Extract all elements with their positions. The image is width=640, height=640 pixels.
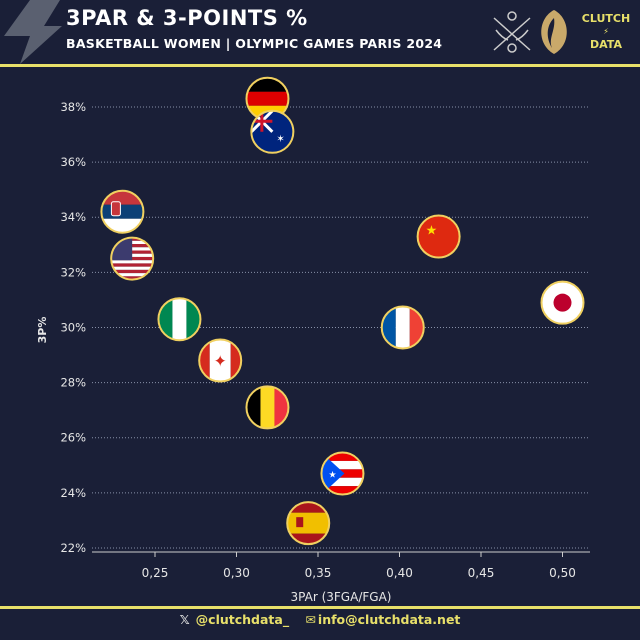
marker-border <box>380 305 425 350</box>
japan-flag-icon <box>541 281 584 324</box>
y-axis-label: 3P% <box>36 317 49 344</box>
header: 3PAR & 3-POINTS % BASKETBALL WOMEN | OLY… <box>0 0 640 64</box>
y-tick-label: 30% <box>60 320 86 334</box>
footer: 𝕏 @clutchdata_ ✉ info@clutchdata.net <box>0 612 640 627</box>
x-tick-label: 0,45 <box>468 566 495 580</box>
paris-2024-logo-icon <box>541 10 567 54</box>
x-tick-label: 0,30 <box>223 566 250 580</box>
puerto-rico-flag-icon: ★ <box>321 452 364 495</box>
x-tick-label: 0,35 <box>305 566 332 580</box>
email-link[interactable]: info@clutchdata.net <box>317 612 461 627</box>
data-point-serbia <box>100 189 145 234</box>
y-tick-label: 32% <box>60 265 86 279</box>
y-tick-label: 38% <box>60 100 86 114</box>
svg-text:★: ★ <box>328 471 336 481</box>
usa-flag-icon <box>111 237 154 280</box>
chart-subtitle: BASKETBALL WOMEN | OLYMPIC GAMES PARIS 2… <box>66 36 443 51</box>
marker-border <box>320 451 365 496</box>
top-divider <box>0 64 640 67</box>
bottom-divider <box>0 606 640 609</box>
svg-text:✦: ✦ <box>213 352 226 371</box>
marker-border <box>198 338 243 383</box>
china-flag-icon: ★ <box>417 215 460 258</box>
svg-text:✶: ✶ <box>276 134 284 145</box>
x-tick-label: 0,50 <box>549 566 576 580</box>
basketball-logo-icon <box>493 11 531 53</box>
x-axis-label: 3PAr (3FGA/FGA) <box>291 590 392 604</box>
marker-border <box>110 236 155 281</box>
svg-text:★: ★ <box>426 224 438 239</box>
lightning-bolt-icon <box>4 0 62 64</box>
marker-border <box>416 214 461 259</box>
marker-border <box>286 501 331 546</box>
data-point-china: ★ <box>416 214 461 259</box>
data-point-usa <box>110 236 155 281</box>
y-tick-label: 28% <box>60 376 86 390</box>
scatter-chart: 22% 24% 26% 28% 30% 32% 34% 36% 38% 0,25 0,30 0,35 0… <box>36 76 590 604</box>
canada-flag-icon: ✦ <box>199 339 242 382</box>
data-point-france <box>380 305 425 350</box>
data-point-nigeria <box>157 297 202 342</box>
mail-icon: ✉ <box>305 612 316 627</box>
marker-border <box>157 297 202 342</box>
x-tick-label: 0,25 <box>142 566 169 580</box>
marker-border <box>100 189 145 234</box>
bolt-icon: ⚡ <box>603 27 609 36</box>
data-point-puerto-rico: ★ <box>320 451 365 496</box>
data-point-australia: ✶ <box>250 109 295 154</box>
twitter-handle[interactable]: @clutchdata_ <box>195 612 290 627</box>
marker-border <box>245 385 290 430</box>
y-tick-label: 36% <box>60 155 86 169</box>
chart-title: 3PAR & 3-POINTS % <box>66 6 308 30</box>
data-point-japan <box>540 280 585 325</box>
data-point-spain <box>286 501 331 546</box>
data-point-canada: ✦ <box>198 338 243 383</box>
y-tick-label: 24% <box>60 486 86 500</box>
clutch-data-logo: CLUTCH ⚡ DATA <box>578 12 634 51</box>
x-tick-label: 0,40 <box>386 566 413 580</box>
data-point-belgium <box>245 385 290 430</box>
marker-border <box>540 280 585 325</box>
y-tick-label: 22% <box>60 541 86 555</box>
spain-flag-icon <box>287 502 330 545</box>
y-tick-label: 26% <box>60 431 86 445</box>
x-twitter-icon: 𝕏 <box>179 612 190 627</box>
marker-border <box>250 109 295 154</box>
y-tick-label: 34% <box>60 210 86 224</box>
australia-flag-icon: ✶ <box>251 110 294 153</box>
